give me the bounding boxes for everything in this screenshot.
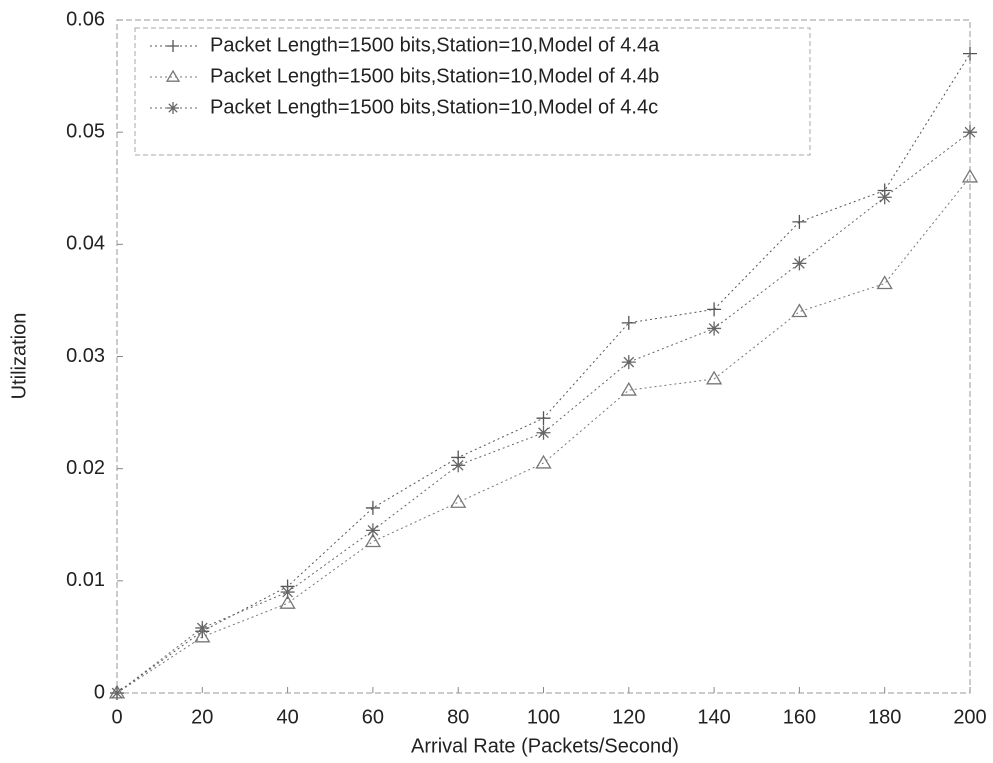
y-tick-label: 0.04 bbox=[66, 233, 105, 255]
x-tick-label: 140 bbox=[697, 706, 730, 728]
data-point bbox=[620, 381, 637, 396]
data-point bbox=[451, 458, 466, 473]
data-point bbox=[279, 594, 296, 609]
data-point bbox=[365, 500, 380, 515]
x-tick-label: 60 bbox=[362, 706, 384, 728]
x-tick-label: 180 bbox=[868, 706, 901, 728]
data-point bbox=[792, 214, 807, 229]
x-tick-label: 200 bbox=[953, 706, 986, 728]
y-tick-label: 0.05 bbox=[66, 120, 105, 142]
legend-marker bbox=[165, 69, 181, 82]
data-point bbox=[365, 523, 380, 538]
series-line bbox=[116, 176, 971, 694]
data-point bbox=[707, 302, 722, 317]
data-point bbox=[705, 370, 723, 385]
y-tick-label: 0.02 bbox=[66, 457, 105, 479]
x-tick-label: 80 bbox=[447, 706, 469, 728]
legend-label: Packet Length=1500 bits,Station=10,Model… bbox=[210, 96, 658, 118]
x-tick-label: 40 bbox=[276, 706, 298, 728]
legend-marker bbox=[167, 102, 179, 114]
y-tick-label: 0.01 bbox=[66, 569, 105, 591]
data-point bbox=[963, 125, 977, 140]
data-point bbox=[707, 321, 722, 336]
legend-box bbox=[134, 27, 811, 156]
y-axis-title: Utilization bbox=[8, 313, 30, 400]
data-point bbox=[621, 315, 636, 330]
data-point bbox=[450, 494, 467, 508]
x-tick-label: 100 bbox=[527, 706, 560, 728]
data-point bbox=[621, 355, 636, 370]
data-point bbox=[792, 256, 807, 271]
data-point bbox=[110, 686, 124, 700]
x-tick-label: 160 bbox=[783, 706, 816, 728]
data-point bbox=[535, 454, 552, 469]
data-point bbox=[876, 275, 893, 290]
data-point bbox=[536, 411, 551, 426]
legend-label: Packet Length=1500 bits,Station=10,Model… bbox=[210, 34, 660, 56]
data-point bbox=[791, 303, 808, 318]
y-tick-label: 0.06 bbox=[66, 8, 105, 30]
data-point bbox=[280, 585, 295, 600]
legend-label: Packet Length=1500 bits,Station=10,Model… bbox=[210, 65, 659, 87]
data-point bbox=[364, 533, 382, 548]
x-axis-title: Arrival Rate (Packets/Second) bbox=[411, 735, 679, 757]
data-point bbox=[961, 168, 979, 183]
y-tick-label: 0.03 bbox=[66, 345, 105, 367]
data-point bbox=[194, 628, 211, 643]
x-tick-label: 120 bbox=[612, 706, 645, 728]
y-tick-label: 0 bbox=[94, 681, 105, 703]
data-point bbox=[536, 425, 551, 440]
legend-marker bbox=[167, 40, 179, 52]
x-tick-label: 20 bbox=[191, 706, 213, 728]
data-point bbox=[963, 46, 977, 61]
plot-frame bbox=[116, 19, 971, 694]
data-point bbox=[195, 620, 210, 635]
data-point bbox=[877, 190, 892, 205]
x-tick-label: 0 bbox=[111, 706, 122, 728]
